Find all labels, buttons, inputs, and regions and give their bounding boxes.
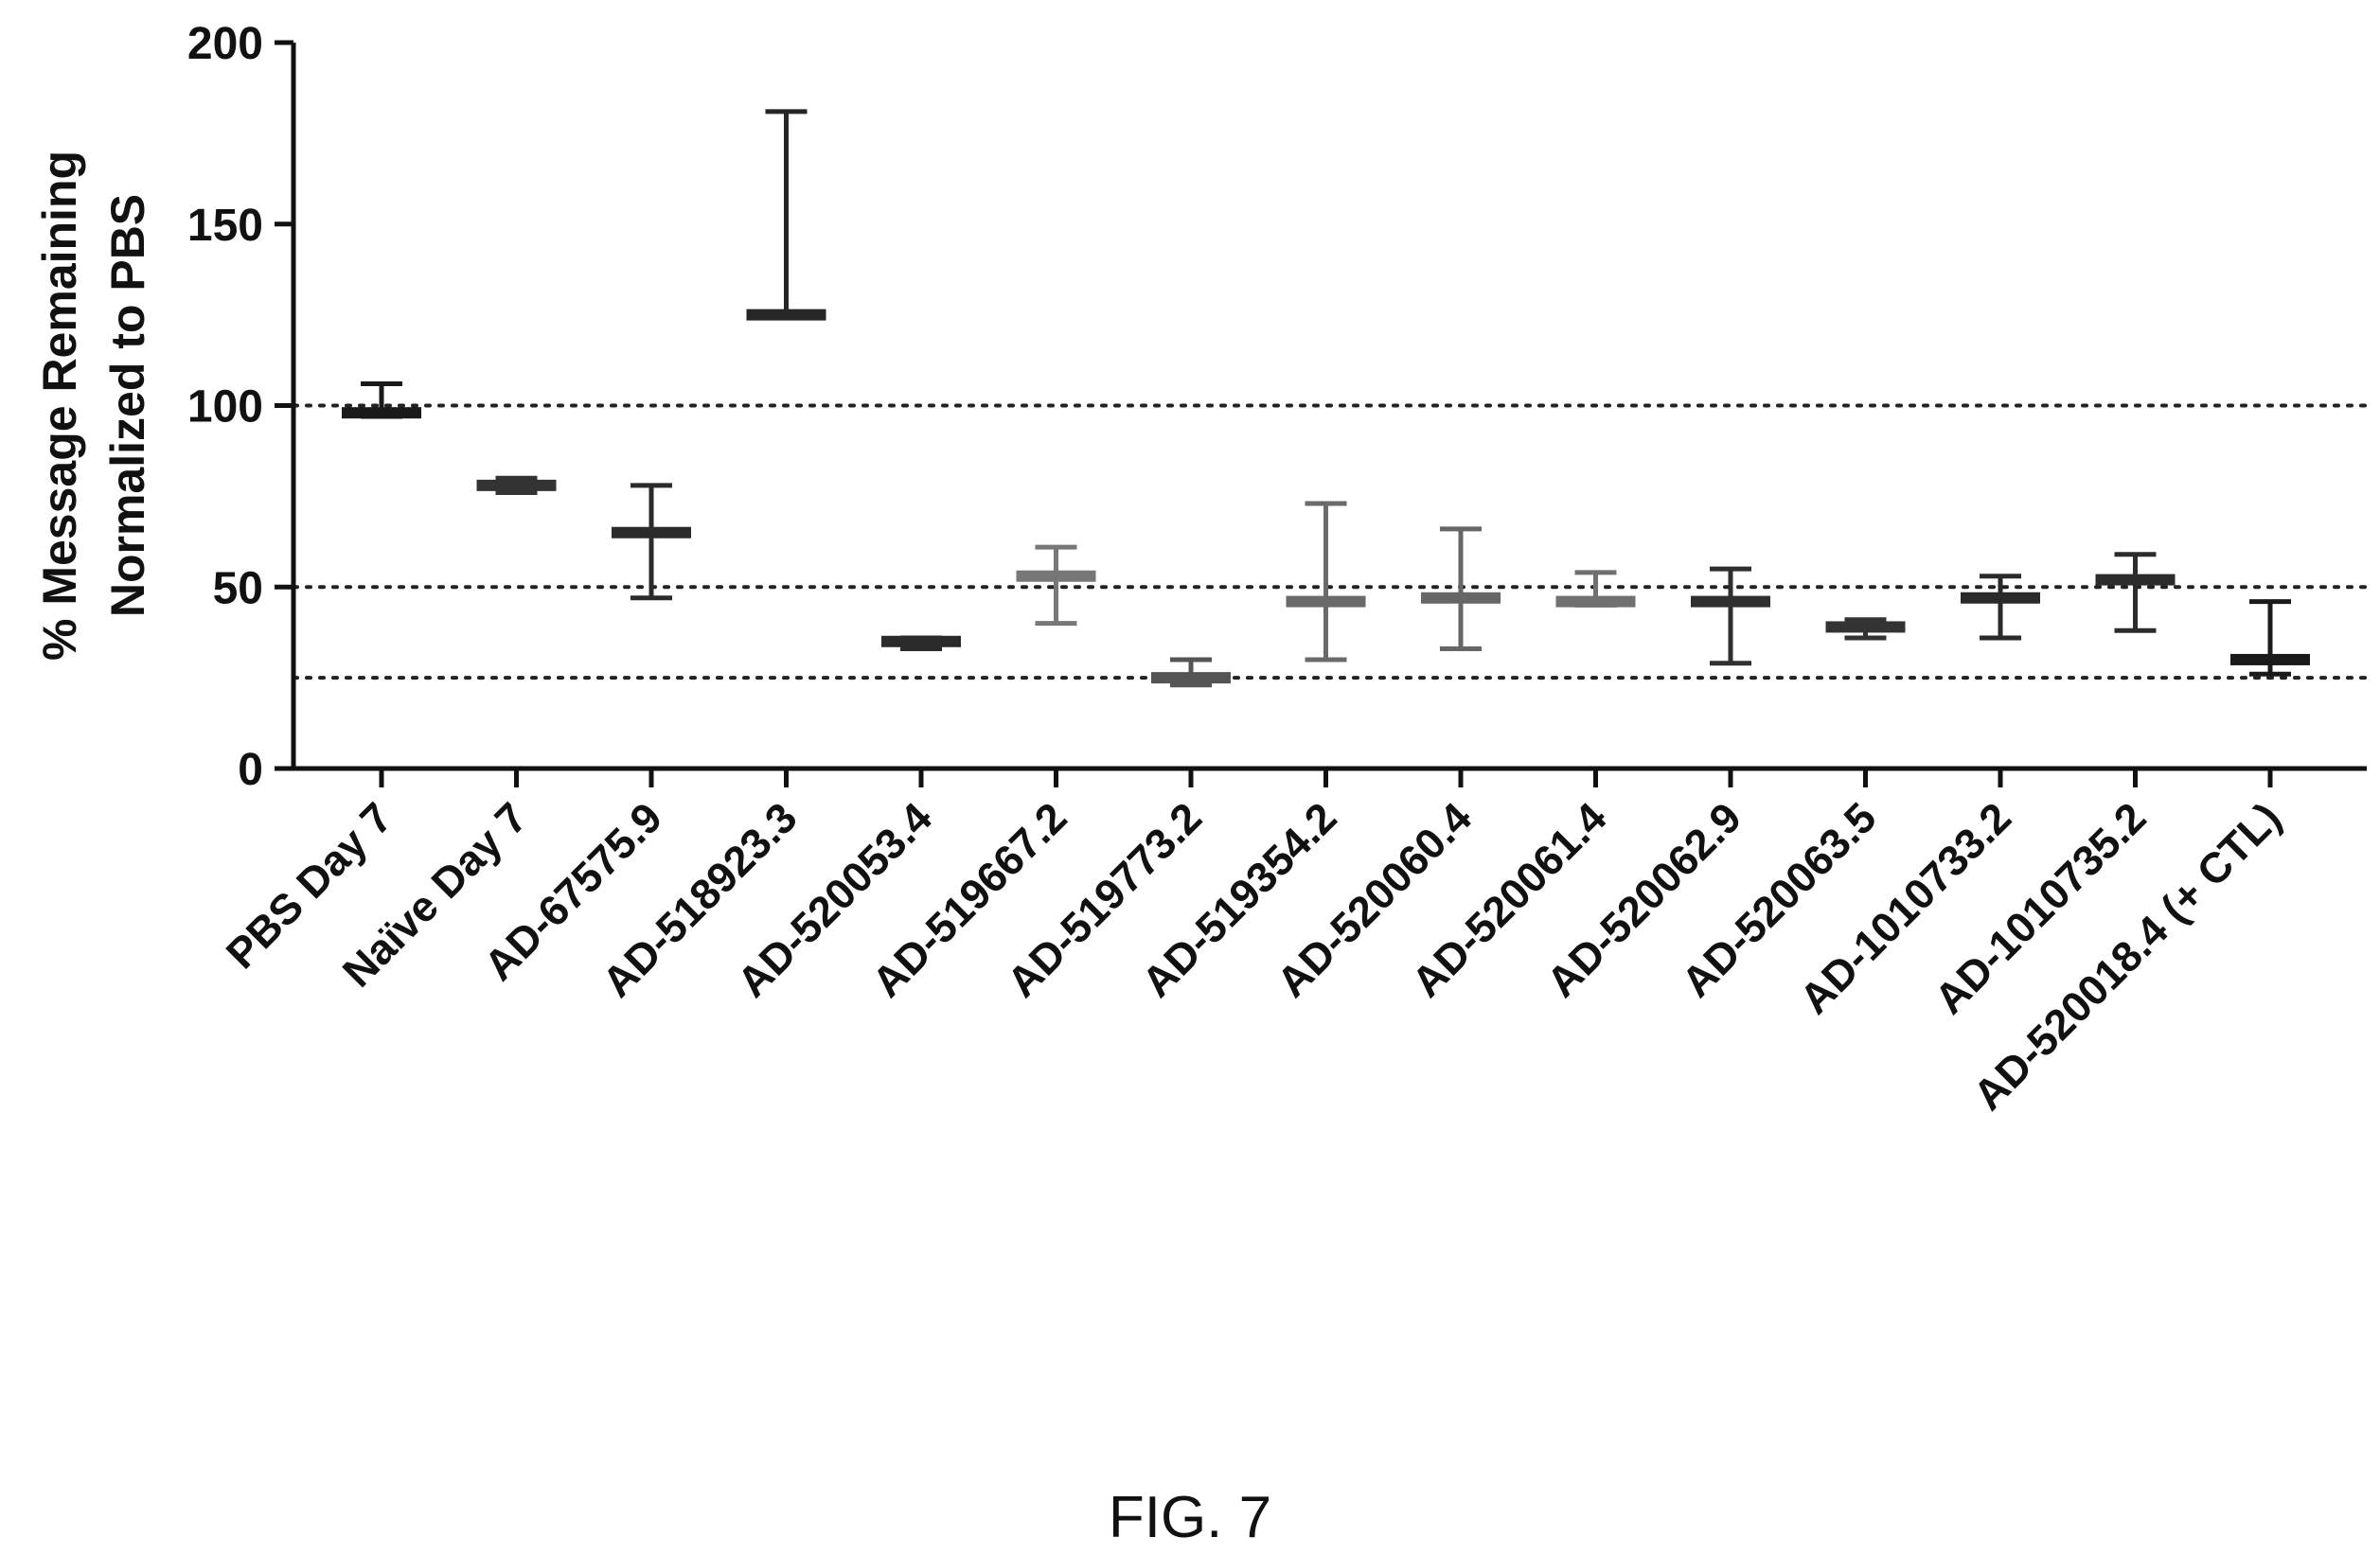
y-axis-label-line: % Message Remaining bbox=[33, 150, 86, 661]
y-tick-label: 150 bbox=[187, 201, 263, 251]
mean-bar bbox=[2095, 574, 2176, 586]
figure-caption: FIG. 7 bbox=[1108, 1485, 1272, 1550]
mean-bar bbox=[1151, 672, 1231, 684]
mean-bar bbox=[1961, 592, 2040, 604]
mean-bar bbox=[342, 407, 421, 419]
y-tick-label: 0 bbox=[238, 745, 263, 795]
mean-bar bbox=[1691, 595, 1770, 608]
y-axis-label-line: Normalized to PBS bbox=[101, 194, 154, 617]
mean-bar bbox=[476, 479, 557, 491]
mean-bar bbox=[1421, 592, 1501, 604]
mean-bar bbox=[2230, 653, 2310, 665]
y-tick-label: 100 bbox=[187, 382, 263, 433]
mean-bar bbox=[1286, 595, 1366, 608]
mean-bar bbox=[1016, 570, 1096, 582]
data-marks bbox=[342, 109, 2310, 688]
y-axis-label: % Message Remaining Normalized to PBS bbox=[33, 150, 154, 661]
mean-bar bbox=[1825, 621, 1906, 633]
y-tick-label: 50 bbox=[213, 563, 263, 613]
y-tick-label: 200 bbox=[187, 19, 263, 69]
mean-bar bbox=[746, 309, 826, 321]
mean-bar bbox=[881, 635, 961, 647]
reference-lines bbox=[292, 403, 2369, 680]
mean-bar bbox=[612, 526, 691, 539]
mean-bar bbox=[1555, 595, 1636, 608]
